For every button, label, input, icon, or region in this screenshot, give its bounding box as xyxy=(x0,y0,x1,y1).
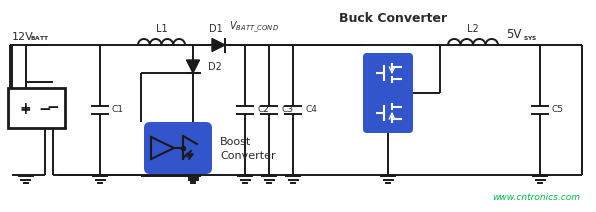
Text: 12V: 12V xyxy=(12,32,34,42)
FancyBboxPatch shape xyxy=(363,53,413,133)
Text: www.cntronics.com: www.cntronics.com xyxy=(492,193,580,202)
Text: C2: C2 xyxy=(257,106,269,114)
Bar xyxy=(16,94,54,126)
Text: L1: L1 xyxy=(156,24,167,34)
Text: C4: C4 xyxy=(305,106,317,114)
FancyBboxPatch shape xyxy=(144,122,212,174)
Text: D2: D2 xyxy=(208,62,222,72)
Text: −: − xyxy=(46,100,59,116)
Text: Converter: Converter xyxy=(220,151,275,161)
Text: −: − xyxy=(38,102,51,117)
Polygon shape xyxy=(212,39,225,52)
Text: +: + xyxy=(20,101,32,115)
Text: Boost: Boost xyxy=(220,137,252,147)
Text: $\mathbf{_{BATT}}$: $\mathbf{_{BATT}}$ xyxy=(30,34,49,43)
Text: 5V: 5V xyxy=(506,28,522,41)
Text: C3: C3 xyxy=(281,106,293,114)
Text: +: + xyxy=(20,103,32,117)
Text: C1: C1 xyxy=(112,106,124,114)
Text: C5: C5 xyxy=(552,106,564,114)
Text: $\mathbf{_{SYS}}$: $\mathbf{_{SYS}}$ xyxy=(523,34,538,43)
Text: D1: D1 xyxy=(209,24,223,34)
Polygon shape xyxy=(187,60,200,73)
Text: $V_{BATT\_COND}$: $V_{BATT\_COND}$ xyxy=(229,20,279,35)
Text: L2: L2 xyxy=(467,24,479,34)
Text: Buck Converter: Buck Converter xyxy=(339,11,447,25)
Bar xyxy=(8,88,65,128)
